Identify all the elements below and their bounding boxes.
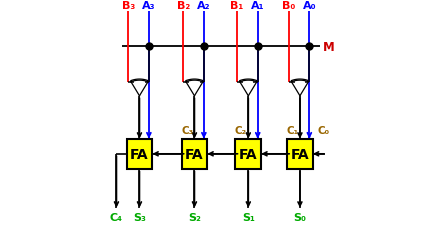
- Text: B₁: B₁: [231, 1, 244, 11]
- Text: C₃: C₃: [181, 125, 193, 135]
- Text: FA: FA: [130, 147, 149, 161]
- Text: S₂: S₂: [188, 212, 201, 222]
- Text: B₂: B₂: [177, 1, 190, 11]
- Text: S₀: S₀: [293, 212, 307, 222]
- Text: M: M: [323, 40, 335, 53]
- Text: FA: FA: [291, 147, 309, 161]
- Text: A₃: A₃: [142, 1, 156, 11]
- Text: C₄: C₄: [110, 212, 123, 222]
- FancyBboxPatch shape: [126, 139, 152, 169]
- Text: C₁: C₁: [287, 125, 299, 135]
- Text: FA: FA: [185, 147, 204, 161]
- Text: A₁: A₁: [251, 1, 264, 11]
- Text: A₀: A₀: [303, 1, 316, 11]
- Text: B₀: B₀: [282, 1, 295, 11]
- Text: S₁: S₁: [242, 212, 255, 222]
- Text: B₃: B₃: [121, 1, 135, 11]
- Text: A₂: A₂: [197, 1, 210, 11]
- FancyBboxPatch shape: [287, 139, 313, 169]
- Text: FA: FA: [239, 147, 258, 161]
- Text: C₂: C₂: [235, 125, 247, 135]
- FancyBboxPatch shape: [182, 139, 207, 169]
- Text: C₀: C₀: [318, 125, 330, 135]
- Text: S₃: S₃: [133, 212, 146, 222]
- FancyBboxPatch shape: [235, 139, 261, 169]
